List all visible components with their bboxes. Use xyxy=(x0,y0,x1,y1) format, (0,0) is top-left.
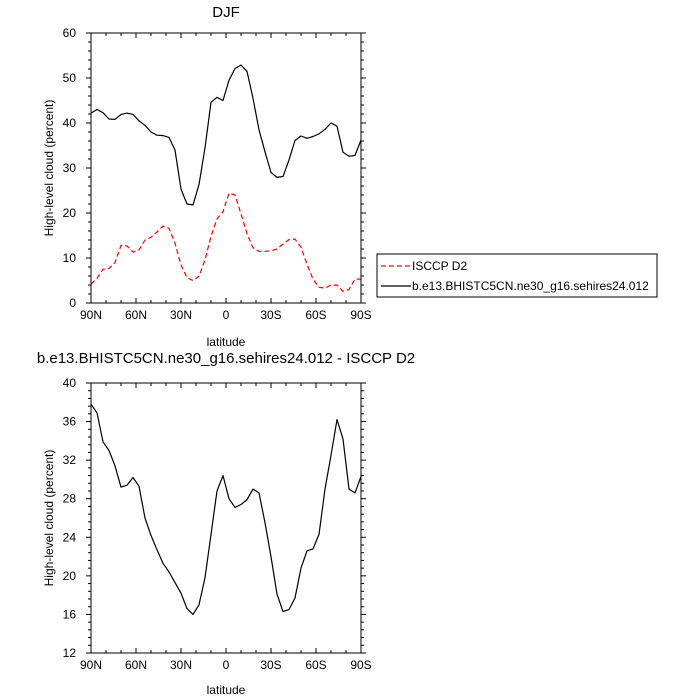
bottom-y-tick-label: 20 xyxy=(63,569,77,583)
top-chart-plot-frame xyxy=(90,32,362,304)
top-chart-title: DJF xyxy=(212,4,240,21)
top-x-tick-label: 30N xyxy=(170,308,192,322)
top-y-tick-label: 50 xyxy=(63,71,77,85)
bottom-y-tick-label: 12 xyxy=(63,646,77,660)
bottom-chart-plot-frame xyxy=(90,382,362,654)
top-x-tick-label: 60N xyxy=(125,308,147,322)
bottom-y-tick-label: 32 xyxy=(63,453,77,467)
top-chart-ticks: 90N 60N 30N 0 30S 60S 90S 0 10 20 30 40 50 60 xyxy=(63,26,372,322)
bottom-y-tick-label: 24 xyxy=(63,530,77,544)
top-x-tick-label: 30S xyxy=(260,308,281,322)
bottom-series-line-0 xyxy=(90,403,362,616)
top-chart-series xyxy=(90,64,362,292)
top-y-tick-label: 0 xyxy=(69,296,76,310)
bottom-x-tick-label: 90S xyxy=(350,658,371,672)
top-x-tick-label: 0 xyxy=(223,308,230,322)
top-y-tick-label: 40 xyxy=(63,116,77,130)
bottom-y-tick-label: 36 xyxy=(63,415,77,429)
bottom-x-tick-label: 60S xyxy=(305,658,326,672)
top-y-tick-label: 20 xyxy=(63,206,77,220)
legend-box xyxy=(376,253,658,298)
bottom-x-tick-label: 30N xyxy=(170,658,192,672)
bottom-x-tick-label: 30S xyxy=(260,658,281,672)
top-series-line-1 xyxy=(90,64,362,206)
bottom-chart-series xyxy=(90,403,362,616)
top-y-tick-label: 10 xyxy=(63,251,77,265)
legend-label-model: b.e13.BHISTC5CN.ne30_g16.sehires24.012 xyxy=(412,279,649,293)
top-chart-x-axis-label: latitude xyxy=(207,335,246,349)
legend-label-isccp: ISCCP D2 xyxy=(412,259,467,273)
bottom-y-tick-label: 28 xyxy=(63,492,77,506)
top-y-tick-label: 30 xyxy=(63,161,77,175)
top-y-tick-label: 60 xyxy=(63,26,77,40)
top-chart-y-axis-label: High-level cloud (percent) xyxy=(42,100,56,237)
bottom-x-tick-label: 90N xyxy=(80,658,102,672)
bottom-chart-x-axis-label: latitude xyxy=(207,683,246,697)
top-series-line-0 xyxy=(90,192,361,292)
bottom-y-tick-label: 40 xyxy=(63,376,77,390)
top-x-tick-label: 90N xyxy=(80,308,102,322)
top-x-tick-label: 60S xyxy=(305,308,326,322)
bottom-x-tick-label: 60N xyxy=(125,658,147,672)
bottom-chart-title: b.e13.BHISTC5CN.ne30_g16.sehires24.012 -… xyxy=(37,350,415,367)
bottom-y-tick-label: 16 xyxy=(63,607,77,621)
top-chart-legend: ISCCP D2 b.e13.BHISTC5CN.ne30_g16.sehire… xyxy=(376,253,658,298)
bottom-panel-chart: b.e13.BHISTC5CN.ne30_g16.sehires24.012 -… xyxy=(37,350,415,697)
top-x-tick-label: 90S xyxy=(350,308,371,322)
bottom-chart-ticks: 90N 60N 30N 0 30S 60S 90S 12 16 20 24 28 32 36 40 xyxy=(63,376,372,672)
top-panel-chart: DJF High-level cloud (percent) latitude … xyxy=(42,4,372,349)
bottom-chart-y-axis-label: High-level cloud (percent) xyxy=(42,450,56,587)
bottom-x-tick-label: 0 xyxy=(223,658,230,672)
